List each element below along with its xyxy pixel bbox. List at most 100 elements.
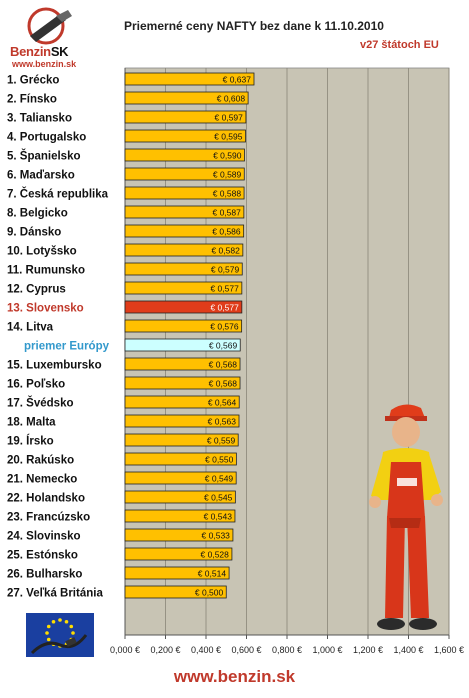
bar-value-label: € 0,587 bbox=[212, 208, 241, 218]
category-label: 24. Slovinsko bbox=[7, 531, 81, 543]
bar bbox=[124, 433, 239, 447]
category-label: 5. Španielsko bbox=[7, 150, 81, 163]
category-label: 10. Lotyšsko bbox=[7, 246, 77, 258]
flag-star bbox=[58, 618, 62, 622]
flag-star bbox=[46, 624, 51, 629]
x-tick-label: 1,200 € bbox=[353, 645, 383, 655]
bar bbox=[124, 243, 244, 257]
chart-subtitle: v27 štátoch EU bbox=[360, 39, 439, 51]
flag-star bbox=[64, 619, 69, 624]
category-label: 22. Holandsko bbox=[7, 493, 85, 505]
bar-value-label: € 0,549 bbox=[205, 474, 234, 484]
bar bbox=[124, 376, 241, 390]
bar bbox=[124, 319, 243, 333]
bar bbox=[124, 414, 240, 428]
bar-value-label: € 0,568 bbox=[209, 360, 238, 370]
category-label: 2. Fínsko bbox=[7, 94, 57, 106]
category-label: 25. Estónsko bbox=[7, 550, 78, 562]
category-label: 12. Cyprus bbox=[7, 284, 66, 296]
bar-value-label: € 0,564 bbox=[208, 398, 237, 408]
bar bbox=[124, 129, 246, 143]
bar-value-label: € 0,590 bbox=[213, 151, 242, 161]
x-tick-label: 0,400 € bbox=[191, 645, 221, 655]
category-label: 7. Česká republika bbox=[7, 188, 109, 201]
category-label: 23. Francúzsko bbox=[7, 512, 90, 524]
category-label: 20. Rakúsko bbox=[7, 455, 74, 467]
bar-value-label: € 0,577 bbox=[210, 303, 239, 313]
bar bbox=[124, 566, 230, 580]
category-label: 16. Poľsko bbox=[7, 379, 65, 391]
category-label: 14. Litva bbox=[7, 322, 54, 334]
bar bbox=[124, 395, 240, 409]
category-label: 8. Belgicko bbox=[7, 208, 68, 220]
flag-star bbox=[51, 619, 56, 624]
flag-star bbox=[69, 624, 74, 629]
category-label: 27. Veľká Británia bbox=[7, 588, 103, 600]
bar-value-label: € 0,582 bbox=[211, 246, 240, 256]
bar-value-label: € 0,576 bbox=[210, 322, 239, 332]
bar bbox=[124, 357, 241, 371]
x-tick-label: 0,600 € bbox=[231, 645, 261, 655]
bar-value-label: € 0,577 bbox=[210, 284, 239, 294]
bar-value-label: € 0,637 bbox=[223, 75, 252, 85]
bar-value-label: € 0,595 bbox=[214, 132, 243, 142]
category-label: 26. Bulharsko bbox=[7, 569, 82, 581]
chart-title: Priemerné ceny NAFTY bez dane k 11.10.20… bbox=[124, 19, 384, 33]
x-tick-label: 0,200 € bbox=[150, 645, 180, 655]
bar bbox=[124, 585, 227, 599]
benzin-logo-icon[interactable]: BenzinSK www.benzin.sk bbox=[8, 6, 90, 69]
bar bbox=[124, 490, 236, 504]
category-label: 17. Švédsko bbox=[7, 397, 73, 410]
bar-value-label: € 0,589 bbox=[213, 170, 242, 180]
category-label: 11. Rumunsko bbox=[7, 265, 85, 277]
x-tick-label: 1,600 € bbox=[434, 645, 464, 655]
bar-value-label: € 0,569 bbox=[209, 341, 238, 351]
x-tick-label: 1,400 € bbox=[393, 645, 423, 655]
bar-value-label: € 0,543 bbox=[204, 512, 233, 522]
bar-value-label: € 0,533 bbox=[202, 531, 231, 541]
bar bbox=[124, 72, 255, 86]
bar bbox=[124, 528, 234, 542]
bar bbox=[124, 281, 243, 295]
bar-value-label: € 0,528 bbox=[201, 550, 230, 560]
bar-value-label: € 0,579 bbox=[211, 265, 240, 275]
x-tick-label: 0,000 € bbox=[110, 645, 140, 655]
flag-star bbox=[71, 631, 75, 635]
bar bbox=[124, 471, 237, 485]
bar bbox=[124, 148, 245, 162]
bar bbox=[124, 262, 243, 276]
bar-value-label: € 0,608 bbox=[217, 94, 246, 104]
bar bbox=[124, 91, 249, 105]
category-label: 15. Luxembursko bbox=[7, 360, 102, 372]
category-label: 18. Malta bbox=[7, 417, 56, 429]
bar bbox=[124, 452, 237, 466]
bar-value-label: € 0,550 bbox=[205, 455, 234, 465]
bar-value-label: € 0,563 bbox=[208, 417, 237, 427]
bar-value-label: € 0,597 bbox=[215, 113, 244, 123]
category-label: priemer Európy bbox=[24, 341, 110, 353]
flag-star bbox=[46, 637, 51, 642]
footer-url[interactable]: www.benzin.sk bbox=[173, 667, 296, 686]
category-label: 3. Taliansko bbox=[7, 113, 72, 125]
category-label: 19. Írsko bbox=[7, 435, 54, 448]
mascot-figure-icon bbox=[355, 400, 455, 635]
bar-value-label: € 0,545 bbox=[204, 493, 233, 503]
logo-url: www.benzin.sk bbox=[12, 59, 77, 69]
bar-value-label: € 0,500 bbox=[195, 588, 224, 598]
bar bbox=[124, 110, 247, 124]
bar-value-label: € 0,568 bbox=[209, 379, 238, 389]
bar bbox=[124, 167, 245, 181]
flag-star bbox=[45, 631, 49, 635]
category-label: 1. Grécko bbox=[7, 75, 59, 87]
bar-value-label: € 0,586 bbox=[212, 227, 241, 237]
logo-brand: BenzinSK bbox=[10, 44, 69, 59]
bar bbox=[124, 186, 245, 200]
bar bbox=[124, 509, 236, 523]
bar bbox=[124, 547, 233, 561]
category-label: 21. Nemecko bbox=[7, 474, 77, 486]
bar bbox=[124, 338, 241, 352]
bar bbox=[124, 224, 245, 238]
x-tick-label: 1,000 € bbox=[312, 645, 342, 655]
eu-flag-icon bbox=[26, 613, 94, 657]
